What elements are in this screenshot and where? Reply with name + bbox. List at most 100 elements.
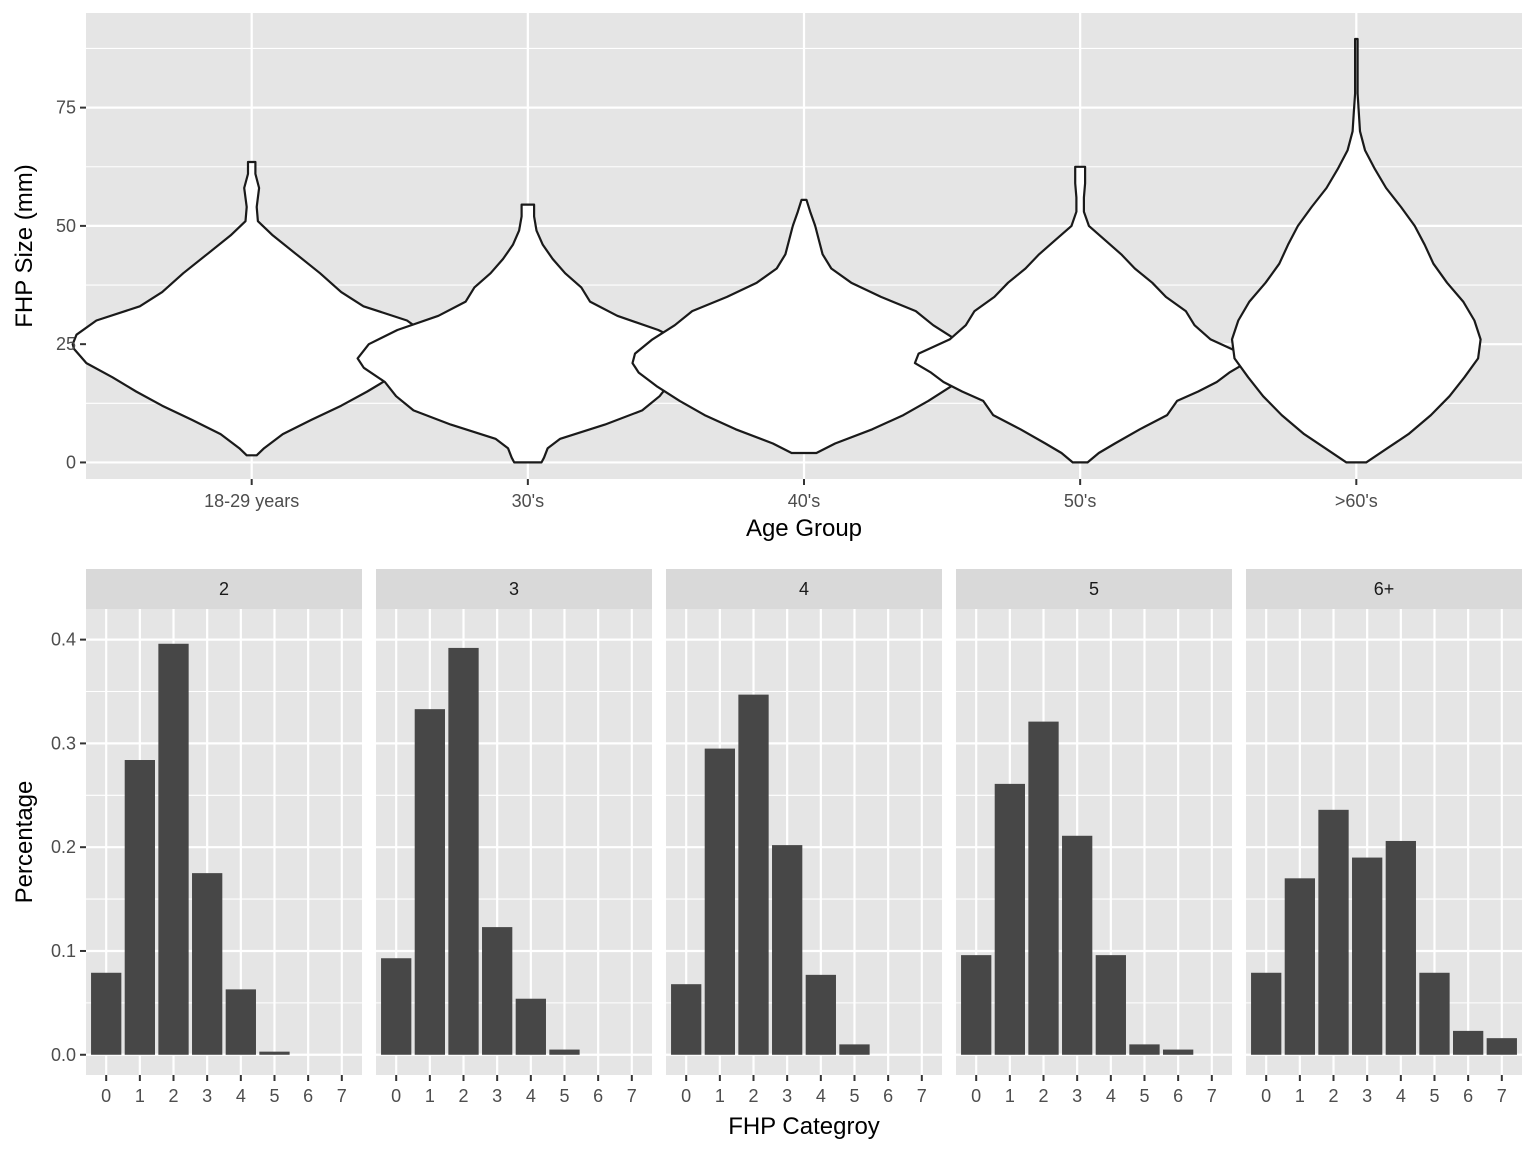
bar-x-tick-label: 6: [1173, 1086, 1183, 1106]
bar-y-tick-label: 0.4: [51, 630, 76, 650]
facet-strip: [956, 569, 1232, 609]
bar: [1486, 1038, 1517, 1055]
bar-x-tick-label: 6: [593, 1086, 603, 1106]
violin-x-axis-title: Age Group: [746, 515, 862, 542]
bar-x-tick-label: 0: [681, 1086, 691, 1106]
bar: [414, 709, 445, 1055]
bar-x-tick-label: 2: [749, 1086, 759, 1106]
bar: [448, 647, 479, 1055]
bar-x-tick-label: 3: [492, 1086, 502, 1106]
violin-x-tick-label: >60's: [1335, 491, 1378, 511]
bar-x-tick-label: 5: [269, 1086, 279, 1106]
bar: [1284, 878, 1315, 1055]
bar: [91, 972, 122, 1055]
bar-y-axis-title: Percentage: [11, 781, 38, 904]
facet-panel: 3 0 1 2 3 4 5 6 7: [376, 569, 652, 1106]
bar: [1385, 840, 1416, 1055]
bar-x-tick-label: 7: [337, 1086, 347, 1106]
bar-x-tick-label: 2: [1039, 1086, 1049, 1106]
bar-x-tick-label: 2: [459, 1086, 469, 1106]
bar-x-tick-label: 5: [1139, 1086, 1149, 1106]
facet-strip-label: 3: [509, 579, 519, 599]
bar-y-tick-label: 0.0: [51, 1045, 76, 1065]
facet-strip: [1246, 569, 1522, 609]
bar-x-tick-label: 1: [425, 1086, 435, 1106]
bar: [961, 955, 992, 1055]
violin-chart: 0 25 50 75 18-29 years 30's 40's 50's >60's Age…: [11, 13, 1522, 542]
bar-x-tick-label: 0: [1261, 1086, 1271, 1106]
bar-x-tick-label: 7: [627, 1086, 637, 1106]
violin-x-tick-label: 50's: [1064, 491, 1096, 511]
bar-x-tick-label: 0: [391, 1086, 401, 1106]
bar-x-tick-label: 6: [883, 1086, 893, 1106]
bar: [225, 989, 256, 1055]
bar-x-tick-label: 6: [303, 1086, 313, 1106]
bar: [381, 958, 412, 1055]
bar-x-tick-label: 1: [1005, 1086, 1015, 1106]
bar: [158, 643, 189, 1055]
violin-4: [913, 165, 1247, 464]
facet-strip-label: 5: [1089, 579, 1099, 599]
bar: [192, 873, 223, 1055]
bar: [1028, 721, 1059, 1055]
bar: [259, 1051, 290, 1055]
bar-x-tick-label: 4: [236, 1086, 246, 1106]
facet-strip: [666, 569, 942, 609]
bar: [1419, 972, 1450, 1055]
bar: [772, 845, 803, 1055]
violin-x-tick-label: 18-29 years: [204, 491, 299, 511]
bar: [738, 694, 769, 1055]
bar-x-tick-label: 3: [782, 1086, 792, 1106]
bar-x-tick-label: 5: [559, 1086, 569, 1106]
bar-x-tick-label: 4: [526, 1086, 536, 1106]
bar-x-tick-label: 5: [1429, 1086, 1439, 1106]
bar: [1129, 1044, 1160, 1055]
violin-y-tick-label: 25: [56, 334, 76, 354]
bar: [1318, 809, 1349, 1055]
bar-x-tick-label: 7: [1497, 1086, 1507, 1106]
facet-strip-label: 2: [219, 579, 229, 599]
bar: [549, 1049, 580, 1055]
bar-x-tick-label: 2: [169, 1086, 179, 1106]
violin-5: [1230, 37, 1482, 464]
bar-x-tick-label: 3: [1072, 1086, 1082, 1106]
bar-x-tick-label: 4: [1106, 1086, 1116, 1106]
violin-x-tick-label: 30's: [512, 491, 544, 511]
violin-x-tick-label: 40's: [788, 491, 820, 511]
violin-y-tick-label: 75: [56, 98, 76, 118]
bar-x-tick-label: 0: [101, 1086, 111, 1106]
facet-strip-label: 6+: [1374, 579, 1395, 599]
bar-x-tick-label: 2: [1329, 1086, 1339, 1106]
bar: [805, 974, 836, 1055]
bar-y-axis: 0.0 0.1 0.2 0.3 0.4: [51, 630, 86, 1065]
facet-panel: 4 0 1 2 3 4 5 6 7: [666, 569, 942, 1106]
faceted-bar-chart: 2 0 1 2 3 4 5 6 7 3 0 1 2 3 4 5 6 7 4 0 1 2 3 4 5 6 7 5 0 1 2 3 4 5 6 7 6+ 0 1…: [11, 569, 1522, 1140]
bar: [124, 760, 155, 1055]
violin-shapes: [71, 37, 1482, 464]
bar: [704, 748, 735, 1055]
violin-y-tick-label: 50: [56, 216, 76, 236]
bar-x-tick-label: 4: [1396, 1086, 1406, 1106]
facet-strip: [86, 569, 362, 609]
bar-x-tick-label: 6: [1463, 1086, 1473, 1106]
bar: [1095, 955, 1126, 1055]
bar: [1251, 972, 1282, 1055]
violin-y-tick-label: 0: [66, 452, 76, 472]
bar-x-tick-label: 5: [849, 1086, 859, 1106]
facet-strip-label: 4: [799, 579, 809, 599]
facet-panel: 6+ 0 1 2 3 4 5 6 7: [1246, 569, 1522, 1106]
facet-panel: 2 0 1 2 3 4 5 6 7: [86, 569, 362, 1106]
bar-y-tick-label: 0.2: [51, 837, 76, 857]
violin-y-axis-title: FHP Size (mm): [11, 164, 38, 328]
bar-x-axis-title: FHP Categroy: [728, 1113, 880, 1140]
bar-x-tick-label: 4: [816, 1086, 826, 1106]
bar: [671, 984, 702, 1055]
bar-x-tick-label: 1: [715, 1086, 725, 1106]
bar: [1062, 835, 1093, 1055]
bar-x-tick-label: 7: [1207, 1086, 1217, 1106]
bar-y-tick-label: 0.3: [51, 733, 76, 753]
facet-strip: [376, 569, 652, 609]
violin-x-axis: 18-29 years 30's 40's 50's >60's: [204, 479, 1378, 511]
bar-facets: 2 0 1 2 3 4 5 6 7 3 0 1 2 3 4 5 6 7 4 0 1 2 3 4 5 6 7 5 0 1 2 3 4 5 6 7 6+ 0 1…: [86, 569, 1522, 1106]
